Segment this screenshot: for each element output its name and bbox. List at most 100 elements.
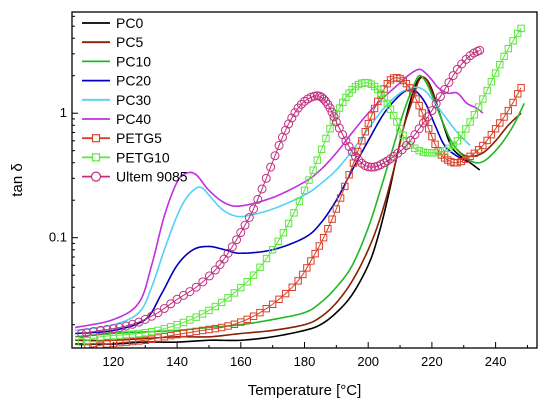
data-point bbox=[309, 91, 319, 101]
legend-label: Ultem 9085 bbox=[116, 169, 188, 185]
series-line bbox=[75, 88, 471, 335]
data-point bbox=[415, 101, 423, 110]
data-point bbox=[327, 107, 337, 117]
data-point bbox=[249, 271, 258, 279]
data-point bbox=[270, 151, 280, 161]
data-point bbox=[121, 321, 131, 331]
data-point bbox=[249, 204, 259, 214]
y-axis-title: tan δ bbox=[9, 163, 26, 196]
legend-label: PC10 bbox=[116, 53, 151, 69]
legend-item: PC40 bbox=[82, 111, 151, 127]
data-point bbox=[134, 317, 144, 327]
data-point bbox=[300, 96, 309, 106]
data-point bbox=[324, 225, 332, 233]
data-point bbox=[309, 166, 317, 174]
legend: PC0 PC5 PC10 PC20 PC30 PC40 PETG5 PETG10 Ultem 9… bbox=[82, 15, 188, 185]
data-point bbox=[329, 112, 339, 122]
data-point bbox=[279, 229, 288, 237]
legend-marker bbox=[90, 171, 102, 182]
data-point bbox=[419, 148, 428, 156]
data-point bbox=[96, 325, 106, 335]
x-tick-label: 120 bbox=[103, 354, 125, 369]
legend-label: PETG10 bbox=[116, 149, 170, 165]
legend-item: PC10 bbox=[82, 53, 151, 69]
legend-item: Ultem 9085 bbox=[82, 169, 188, 185]
data-point bbox=[295, 197, 304, 206]
x-tick-label: 160 bbox=[230, 354, 252, 369]
data-point bbox=[425, 125, 433, 133]
data-point bbox=[457, 131, 466, 140]
data-point bbox=[336, 194, 345, 202]
data-point bbox=[470, 111, 479, 119]
data-point bbox=[345, 171, 353, 179]
data-point bbox=[328, 215, 336, 223]
data-point bbox=[243, 278, 251, 286]
data-point bbox=[504, 106, 513, 115]
data-point bbox=[423, 149, 432, 157]
x-tick-label: 140 bbox=[166, 354, 188, 369]
y-tick-label: 0.1 bbox=[49, 230, 67, 245]
data-point bbox=[382, 156, 392, 166]
data-point bbox=[344, 141, 354, 151]
data-point bbox=[415, 146, 423, 155]
data-point bbox=[452, 64, 462, 74]
series-line bbox=[75, 86, 471, 332]
legend-marker bbox=[91, 153, 101, 162]
data-point bbox=[153, 308, 163, 318]
data-point bbox=[427, 106, 437, 116]
data-point bbox=[418, 118, 428, 128]
data-point bbox=[444, 77, 454, 87]
data-point bbox=[296, 99, 306, 109]
data-point bbox=[462, 125, 470, 133]
data-point bbox=[211, 302, 220, 311]
data-point bbox=[367, 112, 376, 120]
data-point bbox=[205, 306, 213, 315]
data-point bbox=[191, 282, 201, 292]
series-pc10 bbox=[75, 74, 525, 338]
data-point bbox=[479, 95, 487, 103]
data-point bbox=[210, 265, 220, 275]
series-line bbox=[87, 77, 522, 348]
data-point bbox=[261, 173, 271, 183]
data-point bbox=[366, 162, 376, 172]
y-axis: 0.11 bbox=[49, 15, 78, 326]
data-point bbox=[257, 184, 267, 194]
data-point bbox=[448, 71, 458, 81]
data-point bbox=[294, 277, 302, 285]
data-point bbox=[223, 248, 233, 258]
data-point bbox=[347, 147, 357, 157]
data-point bbox=[288, 283, 296, 292]
data-point bbox=[290, 108, 300, 118]
data-point bbox=[331, 117, 341, 127]
series-pc40 bbox=[75, 68, 484, 329]
data-point bbox=[517, 24, 525, 33]
data-point bbox=[491, 69, 500, 77]
data-point bbox=[198, 277, 208, 287]
data-point bbox=[82, 328, 92, 338]
legend-item: PC5 bbox=[82, 34, 143, 50]
data-point bbox=[475, 45, 485, 55]
x-axis-title: Temperature [°C] bbox=[248, 382, 362, 399]
legend-label: PC0 bbox=[116, 15, 143, 31]
x-tick-label: 240 bbox=[485, 354, 507, 369]
series-pc30 bbox=[75, 86, 471, 332]
data-point bbox=[354, 155, 364, 165]
data-point bbox=[431, 99, 441, 109]
data-point bbox=[487, 78, 496, 86]
legend-label: PC30 bbox=[116, 92, 151, 108]
data-point bbox=[500, 113, 508, 121]
data-point bbox=[240, 220, 250, 230]
series-line bbox=[81, 49, 480, 334]
data-point bbox=[115, 322, 125, 332]
data-point bbox=[406, 135, 416, 145]
data-point bbox=[363, 162, 373, 172]
legend-item: PETG10 bbox=[82, 149, 170, 165]
data-point bbox=[402, 137, 411, 145]
data-point bbox=[466, 118, 474, 126]
series-ultem-9085 bbox=[77, 45, 485, 338]
data-point bbox=[303, 264, 311, 272]
data-point bbox=[274, 237, 282, 246]
data-point bbox=[440, 85, 450, 95]
data-point bbox=[237, 283, 245, 292]
